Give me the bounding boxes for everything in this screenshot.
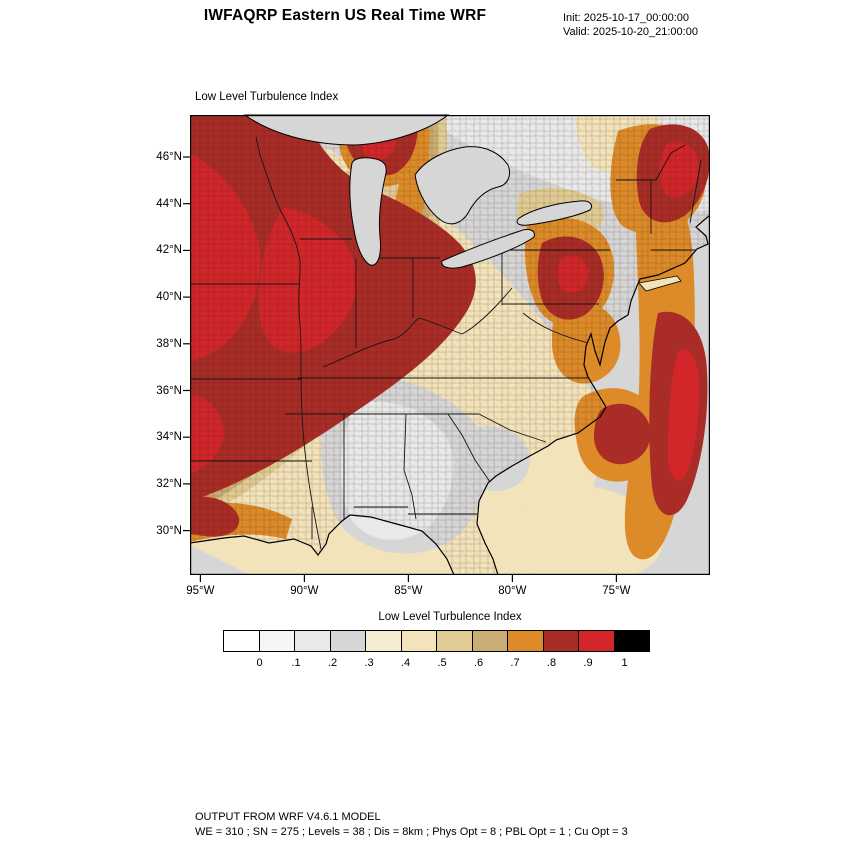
lat-axis-label: 32°N — [156, 477, 182, 490]
colorbar-cell — [329, 630, 366, 652]
colorbar-tick: .8 — [546, 657, 557, 669]
colorbar-tick: .7 — [510, 657, 520, 669]
page-title: IWFAQRP Eastern US Real Time WRF — [203, 7, 487, 24]
lake-erie — [441, 228, 535, 269]
map-frame — [190, 115, 710, 575]
colorbar-cell — [400, 630, 437, 652]
lat-axis-label: 40°N — [156, 291, 182, 304]
colorbar-tick: .4 — [400, 657, 411, 669]
lat-axis-label: 38°N — [156, 337, 182, 350]
coastline — [190, 214, 710, 575]
lat-axis-label: 30°N — [156, 524, 182, 537]
colorbar-tick: .6 — [473, 657, 484, 669]
latitude-ticks — [183, 156, 190, 532]
model-version-line: OUTPUT FROM WRF V4.6.1 MODEL — [195, 811, 381, 823]
turbulence-map — [183, 114, 710, 582]
colorbar-tick: .9 — [583, 657, 593, 669]
lat-axis-label: 34°N — [156, 431, 182, 444]
great-lakes — [243, 114, 593, 269]
longitude-ticks — [199, 575, 617, 582]
colorbar-tick: 0 — [256, 657, 263, 669]
colorbar-title: Low Level Turbulence Index — [378, 611, 522, 623]
lon-axis-label: 80°W — [498, 585, 527, 597]
colorbar-tick: .1 — [291, 657, 301, 669]
colorbar-cell — [436, 630, 473, 652]
colorbar-tick: .3 — [364, 657, 374, 669]
lon-axis-label: 90°W — [290, 585, 319, 597]
colorbar-cell — [223, 630, 260, 652]
lat-axis-label: 36°N — [156, 384, 182, 397]
colorbar-cell — [258, 630, 295, 652]
map-subtitle: Low Level Turbulence Index — [195, 91, 339, 103]
colorbar-cell — [471, 630, 508, 652]
lake-superior — [243, 114, 450, 146]
lat-axis-label: 46°N — [156, 151, 182, 163]
colorbar: Low Level Turbulence Index 0 .1 .2 .3 .4 .5 .6… — [190, 611, 710, 670]
colorbar-cells — [223, 630, 661, 652]
long-island — [638, 275, 682, 292]
lon-axis-label: 95°W — [186, 585, 215, 597]
colorbar-tick: 1 — [621, 657, 628, 669]
colorbar-tick: .2 — [327, 657, 338, 669]
lake-michigan — [349, 157, 387, 266]
colorbar-cell — [578, 630, 615, 652]
state-boundaries — [190, 136, 702, 550]
map-plot: 46°N 44°N 42°N 40°N 38°N 36°N 34°N 32°N 30°N 95°W… — [156, 114, 710, 597]
colorbar-cell — [542, 630, 579, 652]
colorbar-tick-labels: 0 .1 .2 .3 .4 .5 .6 .7 .8 .9 1 — [223, 652, 661, 670]
lat-axis-label: 42°N — [156, 244, 182, 257]
colorbar-cell — [613, 630, 650, 652]
lake-ontario — [516, 200, 593, 226]
colorbar-cell — [507, 630, 544, 652]
lon-axis-label: 85°W — [394, 585, 423, 597]
footer-notes: OUTPUT FROM WRF V4.6.1 MODEL WE = 310 ; … — [195, 810, 628, 840]
colorbar-cell — [365, 630, 402, 652]
colorbar-tick: .5 — [437, 657, 447, 669]
valid-time: Valid: 2025-10-20_21:00:00 — [563, 26, 698, 38]
lon-axis-label: 75°W — [602, 585, 631, 597]
lake-huron — [414, 146, 511, 225]
model-config-line: WE = 310 ; SN = 275 ; Levels = 38 ; Dis … — [195, 826, 628, 838]
lat-axis-label: 44°N — [156, 197, 182, 210]
init-time: Init: 2025-10-17_00:00:00 — [563, 12, 689, 24]
colorbar-cell — [294, 630, 331, 652]
run-info: Init: 2025-10-17_00:00:00 Valid: 2025-10… — [563, 11, 698, 39]
